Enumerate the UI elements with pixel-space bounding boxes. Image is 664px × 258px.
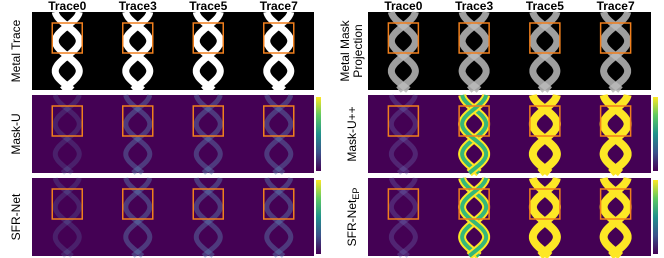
helix-strand bbox=[388, 94, 418, 175]
zoom-box bbox=[387, 188, 420, 220]
helix-strand bbox=[263, 11, 295, 93]
zoom-box bbox=[263, 188, 295, 220]
colorbar bbox=[653, 97, 658, 171]
row-label-line: Mask-U bbox=[9, 113, 23, 154]
zoom-box bbox=[599, 105, 632, 137]
image-row bbox=[32, 95, 314, 173]
row-label-line: Metal Mask bbox=[338, 19, 352, 81]
zoom-box bbox=[599, 22, 632, 54]
zoom-box bbox=[458, 22, 490, 54]
helix-strand bbox=[123, 94, 153, 175]
helix-strand bbox=[388, 177, 418, 258]
zoom-box bbox=[51, 22, 83, 54]
helix-strand bbox=[264, 94, 294, 175]
helix-strand bbox=[458, 11, 490, 93]
helix-strand bbox=[123, 177, 153, 258]
helix-strand bbox=[600, 11, 632, 93]
column-header: Trace5 bbox=[189, 0, 227, 13]
row-label-subscript: EP bbox=[351, 188, 361, 200]
zoom-box bbox=[122, 188, 154, 220]
zoom-box bbox=[599, 188, 632, 220]
zoom-box bbox=[387, 22, 420, 54]
helix-strand bbox=[193, 177, 223, 258]
helix-strand bbox=[264, 177, 294, 258]
row-label-line: Mask-U++ bbox=[345, 106, 359, 161]
column-header: Trace3 bbox=[455, 0, 493, 13]
helix-strand bbox=[52, 94, 82, 175]
zoom-box bbox=[458, 105, 490, 137]
zoom-box bbox=[529, 188, 561, 220]
helix-strand bbox=[52, 94, 82, 175]
row-label-line: SFR-Net bbox=[9, 193, 23, 240]
helix-strand bbox=[123, 94, 153, 175]
colorbar bbox=[316, 97, 321, 171]
helix-strand bbox=[122, 11, 154, 93]
zoom-box bbox=[122, 105, 154, 137]
column-header: Trace7 bbox=[260, 0, 298, 13]
helix-strand bbox=[192, 11, 224, 93]
row-label: Metal Trace bbox=[9, 19, 23, 82]
zoom-box bbox=[529, 22, 561, 54]
helix-strand bbox=[52, 177, 82, 258]
helix-strand bbox=[529, 11, 561, 93]
zoom-box bbox=[192, 105, 224, 137]
row-label: SFR-NetEP bbox=[345, 188, 361, 247]
helix-strand bbox=[193, 177, 223, 258]
column-header: Trace0 bbox=[48, 0, 86, 13]
zoom-box bbox=[192, 188, 224, 220]
column-header: Trace5 bbox=[526, 0, 564, 13]
helix-strand bbox=[123, 177, 153, 258]
helix-core bbox=[460, 94, 489, 175]
row-label-line: Projection bbox=[351, 24, 365, 77]
helix-strand bbox=[193, 94, 223, 175]
image-row bbox=[32, 178, 314, 256]
helix-strand bbox=[388, 94, 418, 175]
column-header: Trace3 bbox=[119, 0, 157, 13]
zoom-box bbox=[458, 188, 490, 220]
helix-strand bbox=[528, 177, 561, 258]
helix-strand bbox=[51, 11, 83, 93]
helix-strand bbox=[388, 177, 418, 258]
zoom-box bbox=[529, 105, 561, 137]
zoom-box bbox=[263, 22, 295, 54]
row-label-line: SFR-Net bbox=[345, 199, 359, 246]
column-header: Trace0 bbox=[384, 0, 422, 13]
helix-strand bbox=[528, 94, 561, 177]
helix-strand bbox=[264, 177, 294, 258]
column-header: Trace7 bbox=[597, 0, 635, 13]
row-label: Metal MaskProjection bbox=[338, 19, 365, 81]
zoom-box bbox=[192, 22, 224, 54]
zoom-box bbox=[51, 188, 83, 220]
helix-strand bbox=[264, 94, 294, 175]
colorbar bbox=[316, 180, 321, 254]
zoom-box bbox=[263, 105, 295, 137]
colorbar bbox=[653, 180, 658, 254]
row-label: Mask-U bbox=[9, 113, 23, 154]
helix-strand bbox=[599, 177, 632, 258]
zoom-box bbox=[122, 22, 154, 54]
helix-core bbox=[460, 177, 489, 258]
zoom-box bbox=[51, 105, 83, 137]
row-label-line: Metal Trace bbox=[9, 19, 23, 82]
helix-strand bbox=[52, 177, 82, 258]
row-label: SFR-Net bbox=[9, 193, 23, 240]
zoom-box bbox=[387, 105, 420, 137]
helix-strand bbox=[193, 94, 223, 175]
row-label: Mask-U++ bbox=[345, 106, 359, 161]
helix-strand bbox=[599, 94, 632, 177]
helix-strand bbox=[387, 11, 419, 93]
